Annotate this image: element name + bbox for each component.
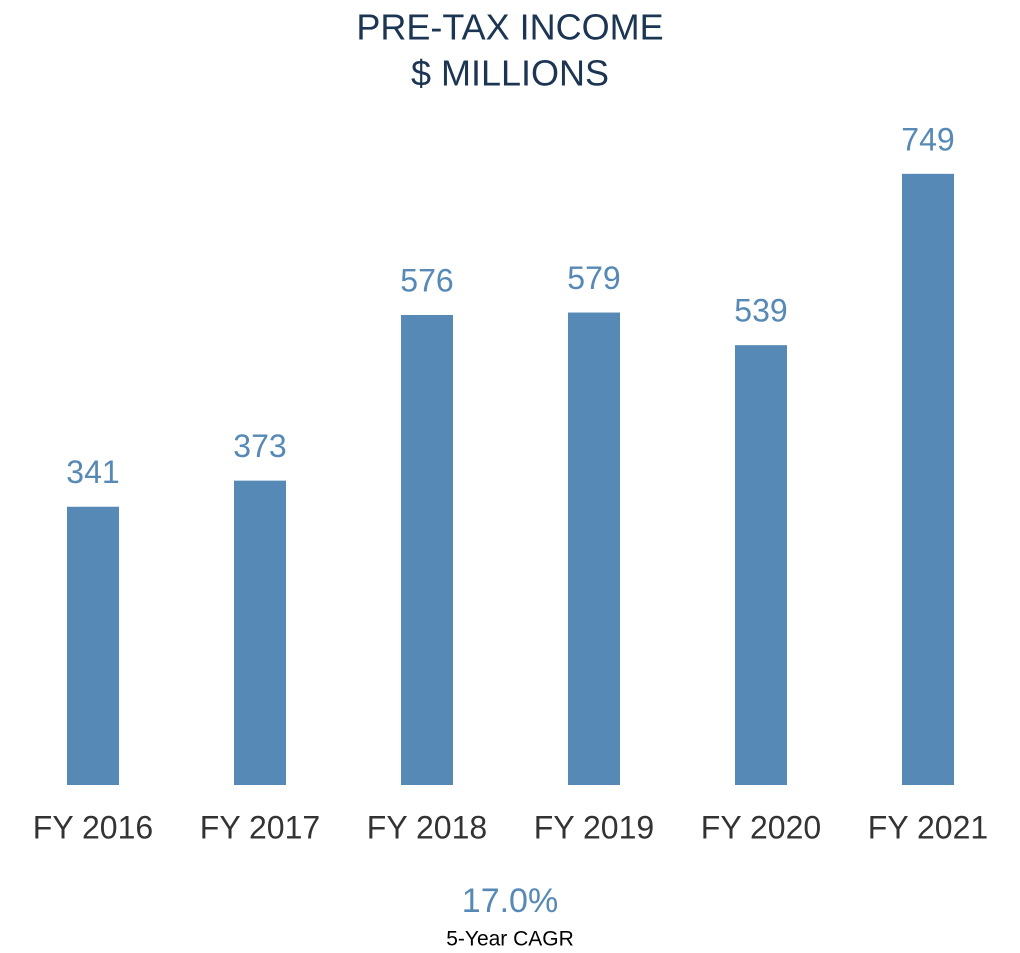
chart-title: PRE-TAX INCOME: [356, 7, 663, 48]
x-tick-label: FY 2021: [868, 809, 988, 845]
bar: [902, 173, 954, 786]
bar: [568, 312, 620, 785]
cagr-label: 5-Year CAGR: [446, 928, 574, 951]
data-label: 341: [66, 454, 119, 490]
bar: [234, 480, 286, 785]
data-label: 539: [734, 293, 787, 329]
data-label: 579: [567, 260, 620, 296]
bar: [735, 345, 787, 785]
x-tick-label: FY 2019: [534, 809, 654, 845]
bar: [67, 506, 119, 785]
data-label: 373: [233, 428, 286, 464]
x-tick-label: FY 2020: [701, 809, 821, 845]
x-tick-label: FY 2018: [367, 809, 487, 845]
data-label: 576: [400, 262, 453, 298]
cagr-value: 17.0%: [462, 882, 558, 920]
chart-subtitle: $ MILLIONS: [411, 53, 609, 94]
x-tick-label: FY 2016: [33, 809, 153, 845]
bar: [401, 314, 453, 785]
data-label: 749: [901, 121, 954, 157]
x-tick-label: FY 2017: [200, 809, 320, 845]
